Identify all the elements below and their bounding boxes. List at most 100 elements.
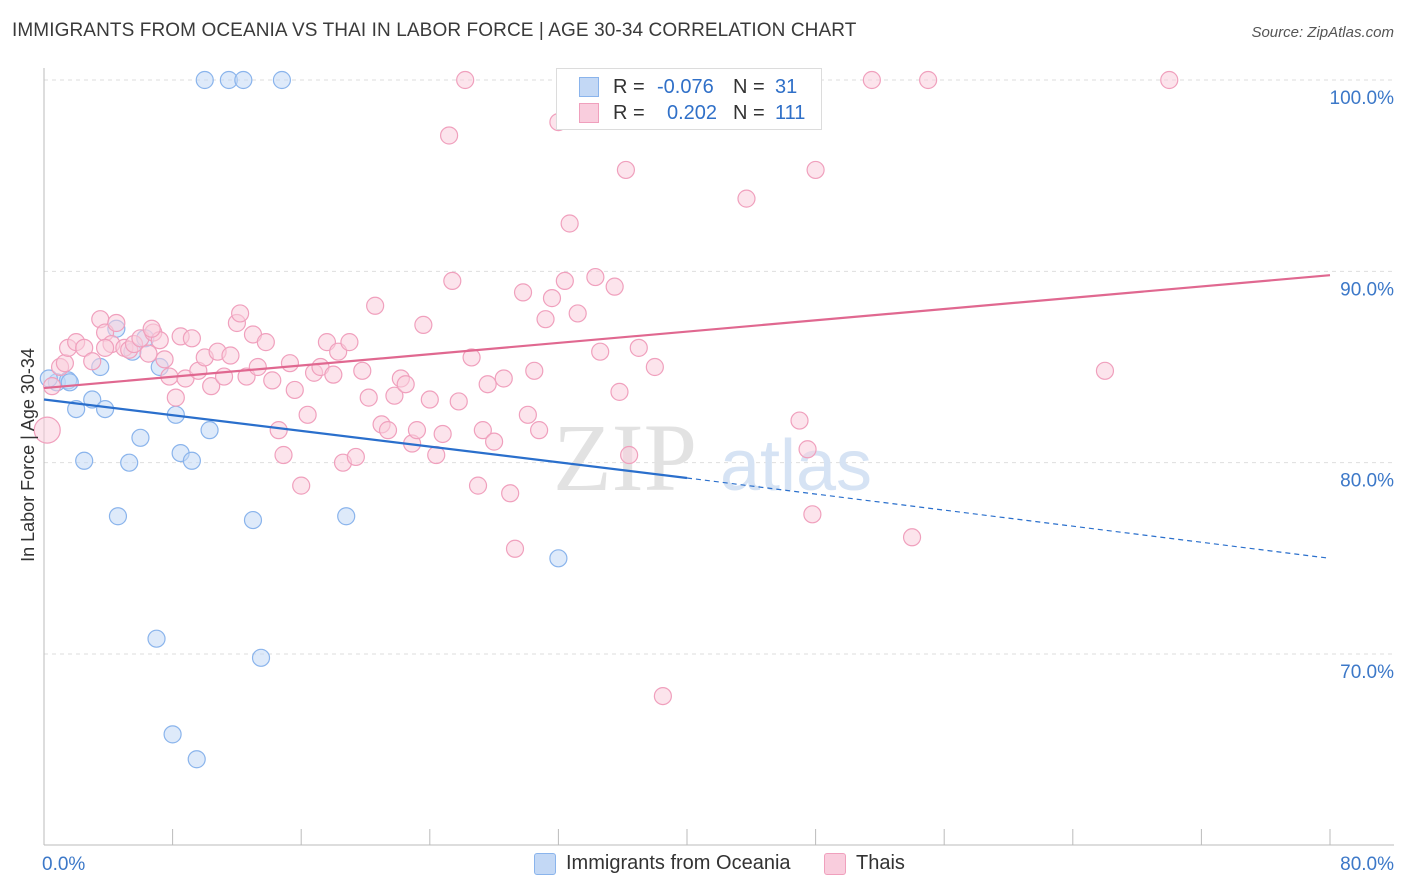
data-point-thai (737, 189, 756, 208)
tick-labels: 70.0% 80.0% 90.0% 100.0% 0.0% 80.0% (42, 88, 1394, 875)
data-point-thai (298, 405, 317, 424)
legend-item-oceania: Immigrants from Oceania (534, 852, 791, 875)
data-point-oceania (108, 507, 128, 526)
data-point-thai (478, 375, 497, 394)
chart-title: IMMIGRANTS FROM OCEANIA VS THAI IN LABOR… (12, 20, 857, 41)
data-point-thai (653, 686, 672, 706)
y-tick-label: 70.0% (1340, 662, 1394, 683)
data-point-thai (231, 304, 250, 323)
data-point-thai (494, 369, 513, 388)
data-point-thai (803, 505, 822, 524)
legend-label-oceania: Immigrants from Oceania (566, 852, 791, 874)
y-tick-label: 90.0% (1340, 279, 1394, 300)
data-point-thai (790, 411, 809, 430)
data-point-thai (83, 352, 102, 371)
data-point-thai (485, 432, 504, 451)
stats-legend: R = -0.076 N = 31 R = 0.202 N = 111 (556, 68, 822, 130)
data-points (33, 70, 1179, 769)
data-point-thai (55, 354, 74, 373)
data-point-thai (806, 160, 825, 180)
data-point-thai (468, 476, 488, 495)
data-point-thai (616, 160, 636, 180)
data-point-thai (919, 70, 938, 90)
watermark-atlas: atlas (720, 426, 872, 506)
legend-row-oceania: R = -0.076 N = 31 (579, 75, 797, 99)
y-axis-label: In Labor Force | Age 30-34 (18, 348, 38, 562)
legend-item-thai: Thais (824, 852, 905, 875)
data-point-thai (568, 304, 587, 323)
data-point-thai (256, 333, 275, 352)
data-point-thai (414, 315, 433, 335)
data-point-thai (501, 484, 520, 503)
legend-r-value: -0.076 (657, 75, 714, 98)
data-point-oceania (337, 507, 356, 526)
legend-swatch-thai (824, 852, 846, 875)
data-point-thai (407, 421, 427, 440)
data-point-thai (107, 313, 126, 333)
x-tick-label: 80.0% (1340, 854, 1394, 875)
data-point-thai (505, 539, 525, 558)
data-point-thai (139, 344, 158, 363)
trend-line-thai (43, 274, 1331, 390)
legend-label-thai: Thais (856, 852, 905, 874)
data-point-oceania (120, 453, 139, 472)
legend-r-value: 0.202 (667, 101, 718, 124)
data-point-thai (605, 277, 624, 296)
data-point-thai (645, 357, 664, 377)
data-point-thai (280, 354, 300, 373)
legend-n-value: 111 (775, 101, 806, 124)
data-point-thai (95, 338, 115, 357)
data-point-thai (166, 388, 185, 407)
data-point-thai (33, 416, 61, 444)
data-point-thai (586, 267, 605, 287)
data-point-thai (142, 319, 161, 338)
legend-n-label: N = (733, 75, 765, 98)
data-point-oceania (182, 451, 201, 470)
data-point-oceania (549, 549, 568, 568)
data-point-thai (433, 424, 452, 444)
data-point-oceania (187, 750, 206, 769)
data-point-thai (536, 310, 555, 329)
data-point-thai (269, 421, 288, 440)
data-point-thai (248, 357, 267, 377)
data-point-oceania (243, 510, 263, 530)
data-point-thai (1095, 361, 1115, 380)
grid-lines (44, 79, 1394, 655)
data-point-thai (221, 346, 240, 365)
y-tick-label: 100.0% (1330, 88, 1395, 109)
data-point-thai (462, 348, 481, 367)
legend-swatch-oceania (534, 852, 556, 875)
data-point-thai (456, 70, 475, 90)
data-point-thai (449, 392, 468, 411)
data-point-thai (513, 283, 533, 302)
data-point-thai (202, 377, 221, 396)
data-point-thai (542, 289, 562, 308)
data-point-thai (620, 445, 639, 465)
data-point-thai (359, 388, 378, 407)
data-point-oceania (75, 451, 94, 470)
data-point-thai (346, 447, 365, 467)
data-point-thai (353, 361, 372, 380)
data-point-thai (525, 361, 544, 380)
data-point-oceania (95, 399, 115, 419)
data-point-thai (560, 214, 579, 233)
data-point-thai (274, 445, 293, 465)
data-point-oceania (147, 629, 166, 648)
data-point-thai (292, 476, 311, 495)
data-point-oceania (131, 428, 150, 447)
data-point-thai (530, 421, 549, 440)
data-point-thai (75, 338, 94, 357)
data-point-thai (591, 342, 610, 361)
x-tick-label: 0.0% (42, 854, 85, 875)
trend-line-oceania (43, 398, 688, 480)
data-point-thai (340, 333, 359, 352)
legend-row-thai: R = 0.202 N = 111 (579, 101, 805, 125)
legend-swatch-oceania (579, 77, 599, 97)
data-point-thai (473, 421, 492, 440)
data-point-oceania (251, 648, 271, 667)
data-point-thai (555, 271, 574, 290)
data-point-thai (443, 271, 462, 290)
data-point-thai (1160, 70, 1179, 90)
axes (43, 68, 1394, 846)
